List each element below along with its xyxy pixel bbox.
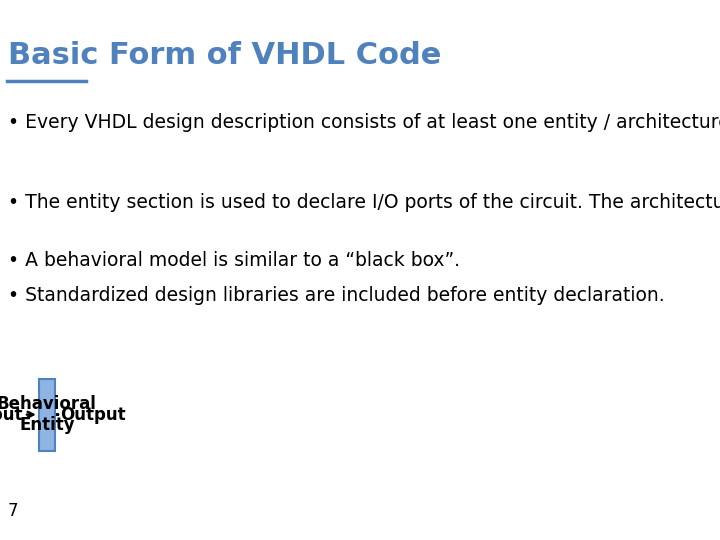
Text: Input: Input bbox=[0, 406, 23, 423]
Text: • Standardized design libraries are included before entity declaration.: • Standardized design libraries are incl… bbox=[8, 286, 665, 305]
Text: Behavioral
Entity: Behavioral Entity bbox=[0, 395, 96, 434]
Text: • The entity section is used to declare I/O ports of the circuit. The architectu: • The entity section is used to declare … bbox=[8, 193, 720, 212]
Text: 7: 7 bbox=[8, 502, 19, 520]
FancyBboxPatch shape bbox=[39, 379, 55, 451]
Text: • Every VHDL design description consists of at least one entity / architecture p: • Every VHDL design description consists… bbox=[8, 113, 720, 132]
Text: Output: Output bbox=[60, 406, 126, 423]
Text: Basic Form of VHDL Code: Basic Form of VHDL Code bbox=[8, 42, 441, 70]
Text: • A behavioral model is similar to a “black box”.: • A behavioral model is similar to a “bl… bbox=[8, 252, 460, 271]
